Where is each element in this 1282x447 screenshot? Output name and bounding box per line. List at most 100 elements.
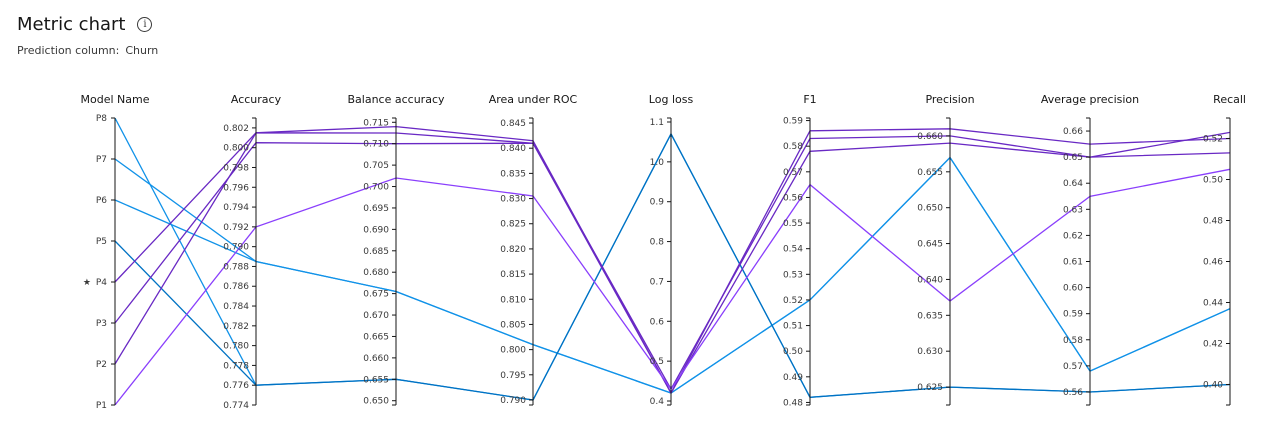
tick-label: 0.51	[783, 322, 803, 332]
tick-label: 0.795	[500, 371, 526, 381]
tick-label: 0.57	[1063, 362, 1083, 372]
tick-label: 0.810	[500, 295, 526, 305]
tick-label: 0.53	[783, 270, 803, 280]
axis-title: Recall	[1213, 93, 1246, 106]
tick-label: 0.790	[223, 243, 249, 253]
tick-label: 0.835	[500, 169, 526, 179]
tick-label: P4	[96, 278, 107, 288]
tick-label: 0.840	[500, 144, 526, 154]
tick-label: 0.830	[500, 195, 526, 205]
tick-label: 0.655	[363, 375, 389, 385]
tick-label: P8	[96, 114, 107, 124]
tick-label: 0.774	[223, 401, 249, 411]
title-row: Metric chart i	[17, 14, 153, 35]
axis-area-under-roc: Area under ROC 0.790 0.795 0.800 0.805 0.810 0…	[489, 93, 578, 406]
series-line-p6[interactable]	[114, 156, 1231, 394]
tick-label: 0.650	[917, 204, 943, 214]
tick-label: 1.0	[650, 158, 665, 168]
tick-label: 0.695	[363, 204, 389, 214]
tick-label: 0.690	[363, 225, 389, 235]
tick-label: 0.685	[363, 247, 389, 257]
axis-title: Accuracy	[231, 93, 282, 106]
axis-title: Area under ROC	[489, 93, 578, 106]
info-icon[interactable]: i	[137, 17, 153, 32]
tick-label: 0.665	[363, 332, 389, 342]
tick-label: 0.680	[363, 268, 389, 278]
axis-precision: Precision 0.625 0.630 0.635 0.640 0.645 0.650 0…	[917, 93, 975, 406]
axis-title: Average precision	[1041, 93, 1139, 106]
tick-label: 0.660	[917, 132, 943, 142]
tick-label: 0.50	[1203, 176, 1223, 186]
tick-label: 0.825	[500, 220, 526, 230]
tick-label: 0.66	[1063, 127, 1083, 137]
tick-label: 0.788	[223, 262, 249, 272]
axis-log-loss: Log loss 0.4 0.5 0.6 0.7 0.8 0.9 1.0 1.1	[649, 93, 694, 407]
tick-label: 0.655	[917, 168, 943, 178]
tick-label: 0.675	[363, 290, 389, 300]
tick-label: 0.715	[363, 118, 389, 128]
tick-label: 0.790	[500, 396, 526, 406]
tick-label: 0.800	[500, 346, 526, 356]
tick-label: 0.778	[223, 361, 249, 371]
tick-label: 0.59	[783, 117, 803, 127]
tick-label: 0.52	[783, 296, 803, 306]
tick-label: 0.55	[783, 219, 803, 229]
tick-label: 0.815	[500, 270, 526, 280]
tick-label: 0.49	[783, 373, 803, 383]
tick-label: 0.58	[783, 142, 803, 152]
tick-label: 0.65	[1063, 153, 1083, 163]
tick-label: 0.792	[223, 223, 249, 233]
tick-label: 0.802	[223, 124, 249, 134]
tick-label: 0.61	[1063, 258, 1083, 268]
tick-label: 0.710	[363, 140, 389, 150]
tick-label: 0.776	[223, 381, 249, 391]
tick-label: 0.796	[223, 183, 249, 193]
tick-label: 0.40	[1203, 381, 1223, 391]
tick-label: 0.64	[1063, 179, 1083, 189]
axis-title: Balance accuracy	[348, 93, 445, 106]
tick-label: 0.786	[223, 282, 249, 292]
axis-balance-accuracy: Balance accuracy 0.650 0.655 0.660 0.665 0.67…	[348, 93, 445, 407]
tick-label: 0.705	[363, 161, 389, 171]
tick-label: P2	[96, 360, 107, 370]
axis-title: Precision	[925, 93, 974, 106]
tick-label: 0.650	[363, 397, 389, 407]
axis-title: Model Name	[81, 93, 150, 106]
tick-label: 0.782	[223, 322, 249, 332]
tick-label: 0.798	[223, 163, 249, 173]
tick-label: 0.8	[650, 238, 665, 248]
axis-f1: F1 0.48 0.49 0.50 0.51 0.52 0.53 0.54 0.55 0.56 0.…	[783, 93, 817, 408]
tick-label: P7	[96, 155, 107, 165]
tick-label: 0.670	[363, 311, 389, 321]
tick-label: 0.52	[1203, 135, 1223, 145]
tick-label: 0.54	[783, 245, 803, 255]
tick-label: 0.42	[1203, 340, 1223, 350]
tick-label: 0.6	[650, 317, 665, 327]
prediction-column-value: Churn	[125, 44, 159, 57]
axis-accuracy: Accuracy 0.774 0.776 0.778 0.780 0.782 0.784 0.…	[223, 93, 281, 411]
tick-label: P1	[96, 401, 107, 411]
tick-label: 0.48	[783, 398, 803, 408]
axis-title: F1	[803, 93, 816, 106]
tick-label: 0.59	[1063, 310, 1083, 320]
tick-label: 0.50	[783, 347, 803, 357]
tick-label: 0.805	[500, 320, 526, 330]
tick-label: 0.57	[783, 168, 803, 178]
tick-label: 0.660	[363, 354, 389, 364]
tick-label: P6	[96, 196, 107, 206]
axis-model-name: Model Name P8 P7 P6 P5 P4 ★ P3 P2 P1	[81, 93, 150, 411]
tick-label: 0.780	[223, 342, 249, 352]
tick-label: 0.5	[650, 357, 664, 367]
series-line-p7[interactable]	[114, 156, 1231, 394]
prediction-column-label: Prediction column:	[17, 44, 120, 57]
tick-label: 0.800	[223, 144, 249, 154]
tick-label: 0.625	[917, 383, 943, 393]
tick-label: 1.1	[650, 118, 664, 128]
tick-label: 0.58	[1063, 336, 1083, 346]
tick-label: 0.845	[500, 119, 526, 129]
tick-label: 0.784	[223, 302, 249, 312]
axis-recall: Recall 0.40 0.42 0.44 0.46 0.48 0.50 0.52	[1203, 93, 1246, 406]
tick-label: 0.820	[500, 245, 526, 255]
tick-label: 0.44	[1203, 299, 1223, 309]
